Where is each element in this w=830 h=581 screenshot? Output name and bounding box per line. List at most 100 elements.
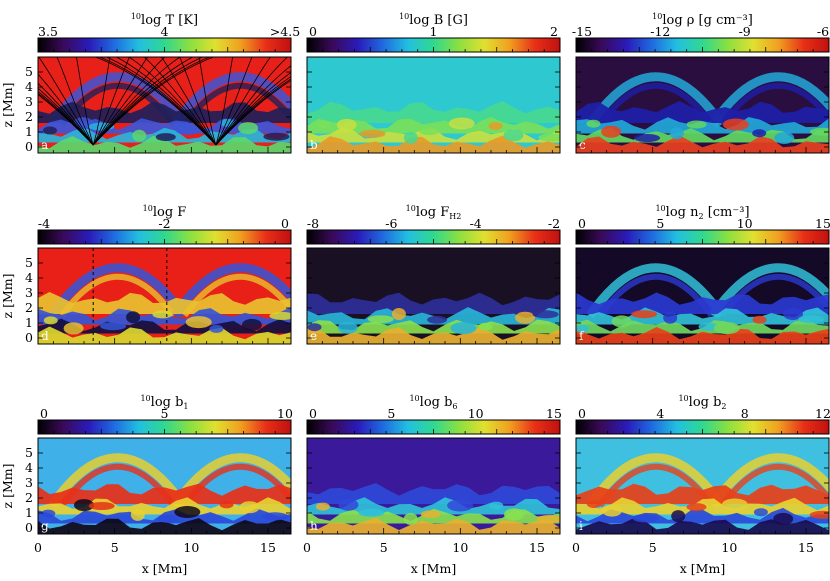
colorbar-tick-label: -4 [470,216,482,231]
colorbar-tick-label: -2 [158,216,170,231]
loop-arch [586,263,726,319]
colorbar-tick-label: 8 [741,406,749,421]
granule-patch [43,316,58,325]
colorbar-tick-label: 0 [309,24,317,39]
title-prefix: 10 [143,204,153,213]
granule-patch [132,129,147,142]
colorbar-tick-label: -9 [739,24,751,39]
loop-arch-inner [720,463,829,508]
plot-area [307,57,560,153]
title-subscript: 2 [698,212,703,221]
field-line [92,57,211,146]
granule-patch [488,122,503,131]
y-tick-label: 0 [25,330,33,345]
loop-arch [708,453,829,509]
loop-arch [170,263,291,319]
panel-letter: b [310,138,318,152]
field-line [92,57,204,146]
panel-letter: g [41,519,49,533]
y-axis-label: z [Mm] [0,274,15,319]
atmosphere-band [307,101,560,123]
panel-letter: a [41,138,48,152]
loop-arch [708,72,829,128]
magnetic-field-lines [38,57,291,146]
granule-patch [241,318,262,331]
granule-patch [88,502,115,510]
field-line [38,87,94,146]
field-line [75,57,94,146]
title-prefix: 10 [652,12,662,21]
loop-arch-inner [59,273,176,318]
x-axis-label: x [Mm] [680,561,725,576]
granule-patch [420,510,441,519]
granule-patch [669,127,684,140]
field-line [92,57,166,146]
granule-patch [41,509,56,518]
granule-patch [152,310,173,319]
granule-patch [586,119,601,128]
title-prefix: 10 [406,204,416,213]
granule-patch [263,132,290,141]
panel-title: 10log F [143,204,187,220]
y-axis-label: z [Mm] [0,83,15,128]
plot-area [38,438,291,534]
granule-patch [602,504,622,517]
plot-area [38,57,291,153]
atmosphere-band [307,292,560,314]
field-line [92,57,181,146]
granule-patch [810,127,829,136]
title-text: log n [666,205,699,220]
colorbar-tick-label: 3.5 [38,24,58,39]
x-tick-label: 10 [452,540,468,555]
title-prefix: 10 [678,394,688,403]
granule-patch [358,508,385,517]
y-tick-label: 1 [25,505,33,520]
field-line [105,57,217,146]
granule-patch [721,498,748,511]
y-tick-label: 2 [25,300,33,315]
loop-arch-inner [597,82,714,127]
panel-title: 10log ρ [g cm⁻³] [652,12,753,28]
granule-patch [100,322,127,331]
granule-patch [403,131,418,144]
y-tick-label: 4 [25,460,33,475]
granule-patch [367,315,394,324]
panel-title: 10log b2 [678,394,726,411]
x-axis-label: x [Mm] [411,561,456,576]
field-line [38,90,94,146]
title-text: log F [153,205,186,220]
granule-patch [359,129,386,138]
panel-title: 10log T [K] [131,12,198,28]
field-line [215,65,291,146]
colorbar-tick-label: 12 [815,406,830,421]
x-tick-label: 10 [721,540,737,555]
granule-patch [262,512,288,521]
field-line [143,57,217,146]
plot-frame [575,247,830,345]
granule-patch [174,506,201,518]
title-prefix: 10 [131,12,141,21]
field-line [215,57,289,146]
panel-title: 10log n2 [cm⁻³] [655,204,749,221]
loop-arch [48,453,188,509]
granule-patch [450,322,477,335]
field-line [92,57,215,146]
loop-arch [586,453,726,509]
y-tick-label: 5 [25,64,33,79]
x-tick-label: 5 [380,540,388,555]
field-line [115,57,217,146]
plot-area [307,248,560,344]
atmosphere-band [38,135,291,153]
atmosphere-band [38,518,291,534]
colorbar-tick-label: 10 [277,406,293,421]
x-axis-label: x [Mm] [142,561,187,576]
field-line [215,78,291,146]
granule-patch [753,508,768,517]
x-tick-label: 0 [572,540,580,555]
y-tick-label: 1 [25,315,33,330]
granule-patch [752,315,767,324]
x-tick-label: 0 [303,540,311,555]
